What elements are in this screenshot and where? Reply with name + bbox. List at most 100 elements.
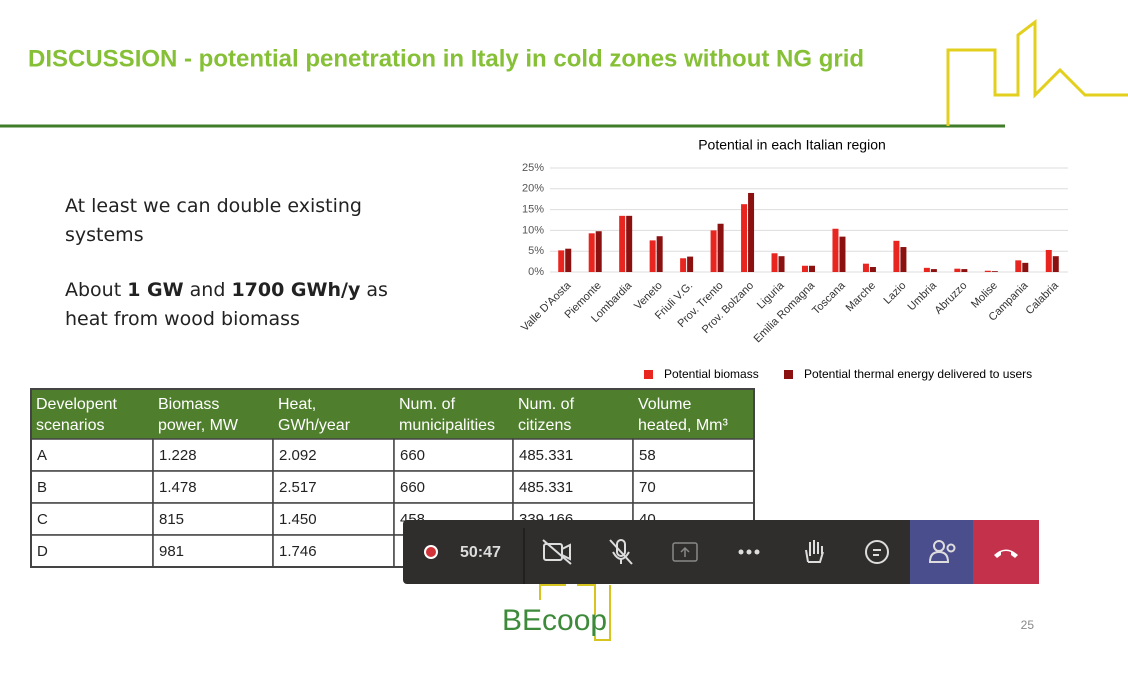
- table-cell: [30, 438, 154, 472]
- table-cell: [272, 438, 395, 472]
- table-cell: [272, 470, 395, 504]
- hangup-bg: [973, 520, 1039, 584]
- bar: [954, 268, 961, 272]
- bar: [961, 269, 968, 272]
- cell-text: 70: [639, 479, 656, 496]
- table-cell: [30, 470, 154, 504]
- icon: [609, 539, 633, 565]
- bar: [619, 215, 626, 272]
- chat-button[interactable]: [865, 540, 889, 564]
- icon: [542, 539, 572, 565]
- icon: [672, 542, 698, 562]
- bar: [778, 256, 785, 272]
- text: and: [183, 279, 232, 301]
- hang-up-button[interactable]: [994, 549, 1018, 559]
- icon: [561, 543, 571, 561]
- bar: [809, 265, 815, 272]
- bar: [930, 269, 937, 272]
- cell-text: 485.331: [519, 479, 573, 496]
- header-cell: Num. of: [399, 396, 456, 413]
- table-cell: [30, 502, 154, 536]
- cell-text: 660: [400, 447, 425, 464]
- header-cell: heated, Mm³: [638, 417, 728, 434]
- bar: [802, 265, 808, 272]
- icon: [928, 550, 950, 563]
- legend-swatch: [644, 370, 653, 379]
- skyline-logo: [946, 18, 1128, 126]
- x-tick-label: Valle D'Aosta: [519, 279, 574, 334]
- table-cell: [152, 534, 274, 568]
- paragraph: About 1 GW and 1700 GWh/y as heat from w…: [65, 276, 395, 334]
- bold-text: 1700 GWh/y: [231, 279, 361, 301]
- bar: [900, 247, 907, 272]
- cell-text: D: [37, 543, 48, 560]
- legend-label: Potential biomass: [664, 367, 759, 381]
- bar: [839, 236, 846, 272]
- table-header-bg: [31, 389, 754, 439]
- bar: [588, 233, 595, 272]
- record-dot: [426, 547, 436, 557]
- cell-text: 1.746: [279, 543, 317, 560]
- cell-text: 2.517: [279, 479, 317, 496]
- cell-text: 981: [159, 543, 184, 560]
- bar: [680, 258, 687, 272]
- table-cell: [272, 502, 395, 536]
- more-button[interactable]: [738, 549, 760, 555]
- bar: [923, 267, 930, 272]
- toolbar-bg: [403, 520, 1039, 584]
- table-cell: [512, 438, 634, 472]
- table-cell: [152, 502, 274, 536]
- icon: [754, 549, 760, 555]
- cell-text: C: [37, 511, 48, 528]
- bar: [869, 267, 876, 272]
- header-cell: Num. of: [518, 396, 575, 413]
- legend-swatch: [784, 370, 793, 379]
- bar: [832, 228, 839, 272]
- table-cell: [30, 534, 154, 568]
- x-tick-label: Calabria: [1023, 279, 1061, 317]
- table-border: [30, 388, 755, 568]
- bar: [748, 192, 755, 272]
- header-cell: Volume: [638, 396, 691, 413]
- icon: [994, 549, 1018, 558]
- x-tick-label: Lazio: [882, 280, 909, 307]
- table-cell: [512, 470, 634, 504]
- cell-text: 1.478: [159, 479, 197, 496]
- x-tick-label: Marche: [844, 280, 878, 314]
- cell-text: 2.092: [279, 447, 317, 464]
- text: About: [65, 279, 128, 301]
- y-tick-label: 15%: [522, 204, 544, 216]
- bar: [565, 248, 572, 272]
- raise-hand-button[interactable]: [805, 540, 824, 563]
- bar: [717, 223, 724, 272]
- cell-text: 660: [400, 479, 425, 496]
- mic-button[interactable]: [609, 539, 633, 565]
- bar: [1022, 262, 1029, 272]
- header-cell: municipalities: [399, 417, 495, 434]
- bar: [558, 250, 565, 272]
- x-tick-label: Abruzzo: [933, 280, 970, 317]
- share-button[interactable]: [672, 542, 698, 562]
- meeting-toolbar: 50:47: [403, 520, 1039, 584]
- logo-text: BEcoop: [502, 604, 607, 637]
- y-tick-label: 0%: [528, 266, 544, 278]
- icon: [680, 546, 690, 557]
- bar: [687, 256, 694, 272]
- header-cell: power, MW: [158, 417, 239, 434]
- cell-text: B: [37, 479, 47, 496]
- icon: [543, 543, 563, 561]
- cell-text: 1.450: [279, 511, 317, 528]
- bar: [862, 263, 869, 272]
- paragraph: At least we can double existing systems: [65, 195, 362, 246]
- slide-title: DISCUSSION - potential penetration in It…: [28, 45, 864, 72]
- people-button[interactable]: [928, 540, 956, 563]
- header-cell: scenarios: [36, 417, 104, 434]
- camera-button[interactable]: [542, 539, 572, 565]
- bar: [991, 271, 998, 272]
- bar: [656, 236, 663, 272]
- bold-text: 1 GW: [127, 279, 184, 301]
- bar: [595, 231, 602, 272]
- x-tick-label: Toscana: [810, 279, 848, 317]
